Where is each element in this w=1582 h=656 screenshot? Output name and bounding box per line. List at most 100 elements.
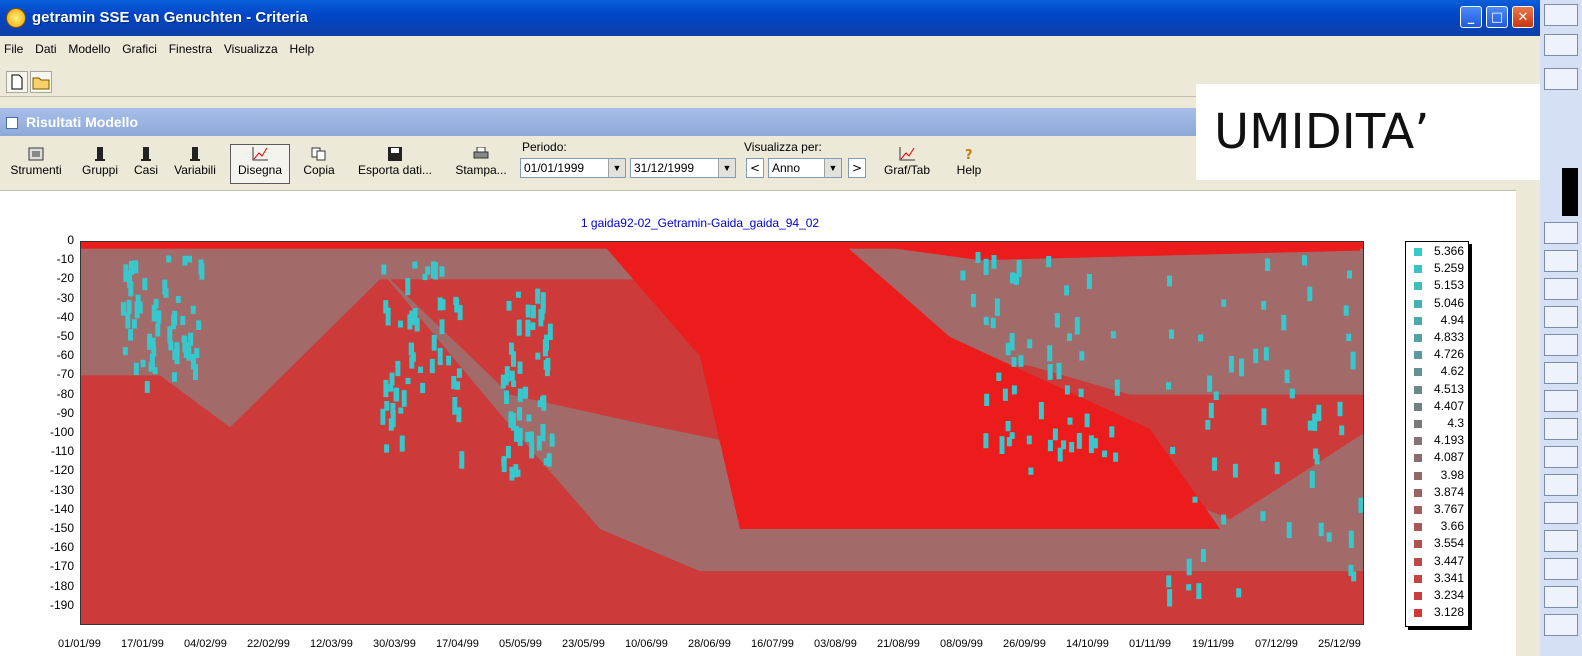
heatmap-cell	[505, 446, 511, 459]
maximize-button[interactable]: □	[1486, 6, 1508, 28]
heatmap-cell	[1054, 313, 1060, 328]
help-button[interactable]: ? Help	[950, 144, 988, 184]
heatmap-cell	[425, 266, 431, 275]
taskbar-app-icon[interactable]	[1544, 222, 1578, 244]
copia-button[interactable]: Copia	[294, 144, 344, 184]
strumenti-button[interactable]: Strumenti	[4, 144, 68, 184]
heatmap-cell	[530, 305, 536, 319]
heatmap-cell	[1166, 575, 1172, 588]
x-tick-label: 19/11/99	[1192, 638, 1235, 650]
heatmap-cell	[1221, 299, 1227, 307]
heatmap-cell	[1057, 447, 1063, 462]
menu-finestra[interactable]: Finestra	[168, 42, 213, 56]
y-tick-label: -100	[49, 425, 74, 439]
menu-visualizza[interactable]: Visualizza	[223, 42, 278, 56]
heatmap-cell	[440, 299, 446, 311]
legend-value: 3.341	[1433, 570, 1464, 585]
heatmap-cell	[506, 300, 512, 311]
heatmap-cell	[405, 278, 411, 296]
heatmap-cell	[1047, 439, 1053, 452]
heatmap-cell	[133, 260, 139, 274]
gruppi-label: Gruppi	[81, 163, 119, 177]
menu-grafici[interactable]: Grafici	[122, 42, 157, 56]
heatmap-cell	[1038, 402, 1044, 420]
chevron-down-icon: ▼	[608, 159, 625, 177]
disegna-button[interactable]: Disegna	[230, 144, 290, 184]
menu-file[interactable]: File	[4, 42, 24, 56]
new-document-icon[interactable]	[6, 71, 28, 93]
taskbar-app-icon[interactable]	[1544, 586, 1578, 608]
heatmap-cell	[384, 444, 390, 453]
taskbar-app-icon[interactable]	[1544, 558, 1578, 580]
taskbar-app-icon[interactable]	[1544, 278, 1578, 300]
casi-button[interactable]: Casi	[128, 144, 164, 184]
taskbar-app-icon[interactable]	[1544, 446, 1578, 468]
previous-button[interactable]: <	[746, 158, 764, 178]
heatmap-cell	[500, 374, 506, 389]
date-from-select[interactable]: 01/01/1999 ▼	[520, 158, 626, 178]
minimize-button[interactable]: _	[1460, 6, 1482, 28]
heatmap-cell	[530, 322, 536, 330]
heatmap-cell	[1067, 417, 1073, 425]
heatmap-cell	[1166, 382, 1171, 390]
heatmap-cell	[1114, 379, 1120, 396]
open-folder-icon[interactable]	[30, 71, 52, 93]
next-button[interactable]: >	[848, 158, 866, 178]
taskbar-app-icon[interactable]	[1544, 614, 1578, 636]
variabili-button[interactable]: Variabili	[166, 144, 224, 184]
esporta-dati-button[interactable]: Esporta dati...	[346, 144, 444, 184]
taskbar-app-icon[interactable]	[1544, 502, 1578, 524]
heatmap-cell	[150, 337, 156, 348]
heatmap-cell	[175, 296, 181, 303]
legend-swatch	[1414, 506, 1422, 514]
stampa-label: Stampa...	[455, 163, 507, 177]
taskbar-app-icon[interactable]	[1544, 530, 1578, 552]
heatmap-cell	[1212, 457, 1217, 471]
menu-dati[interactable]: Dati	[35, 42, 57, 56]
gruppi-button[interactable]: Gruppi	[78, 144, 122, 184]
taskbar-app-icon[interactable]	[1544, 34, 1578, 56]
graf-tab-label: Graf/Tab	[883, 163, 931, 177]
heatmap-cell	[1284, 369, 1290, 383]
heatmap-cell	[1198, 334, 1204, 342]
y-tick-label: -60	[56, 348, 74, 363]
close-button[interactable]: ✕	[1512, 6, 1534, 28]
heatmap-cell	[126, 299, 132, 314]
taskbar-app-icon[interactable]	[1544, 250, 1578, 272]
taskbar-app-icon[interactable]	[1544, 4, 1578, 26]
help-label: Help	[956, 163, 982, 177]
heatmap-cell	[983, 258, 989, 275]
heatmap-cell	[517, 428, 523, 446]
heatmap-cell	[149, 353, 155, 370]
taskbar-app-icon[interactable]	[1544, 68, 1578, 90]
taskbar-app-icon[interactable]	[1544, 418, 1578, 440]
date-to-select[interactable]: 31/12/1999 ▼	[630, 158, 736, 178]
graf-tab-button[interactable]: Graf/Tab	[876, 144, 938, 184]
legend-swatch	[1414, 385, 1422, 394]
taskbar-app-icon[interactable]	[1544, 306, 1578, 328]
stampa-button[interactable]: Stampa...	[450, 144, 512, 184]
heatmap-cell	[129, 260, 134, 275]
heatmap-cell	[1347, 270, 1352, 279]
legend-entry: 3.554	[1412, 536, 1466, 551]
heatmap-cell	[418, 366, 423, 373]
heatmap-cell	[1196, 583, 1202, 600]
menu-modello[interactable]: Modello	[68, 42, 111, 56]
heatmap-cell	[144, 381, 150, 393]
menu-help[interactable]: Help	[289, 42, 315, 56]
heatmap-cell	[1016, 260, 1022, 278]
heatmap-cell	[1088, 435, 1094, 454]
heatmap-cell	[1318, 522, 1324, 537]
heatmap-cell	[1232, 463, 1238, 478]
taskbar-app-icon[interactable]	[1544, 474, 1578, 496]
taskbar-app-icon[interactable]	[1544, 390, 1578, 412]
taskbar-app-icon[interactable]	[1544, 362, 1578, 384]
y-tick-label: -120	[49, 463, 74, 478]
visualizza-per-select[interactable]: Anno ▼	[768, 158, 842, 178]
taskbar-app-icon[interactable]	[1544, 334, 1578, 356]
x-tick-label: 07/12/99	[1255, 638, 1298, 650]
heatmap-cell	[1170, 446, 1176, 455]
heatmap-cell	[515, 291, 521, 298]
heatmap-cell	[1064, 285, 1070, 296]
y-tick-label: -170	[49, 559, 74, 574]
